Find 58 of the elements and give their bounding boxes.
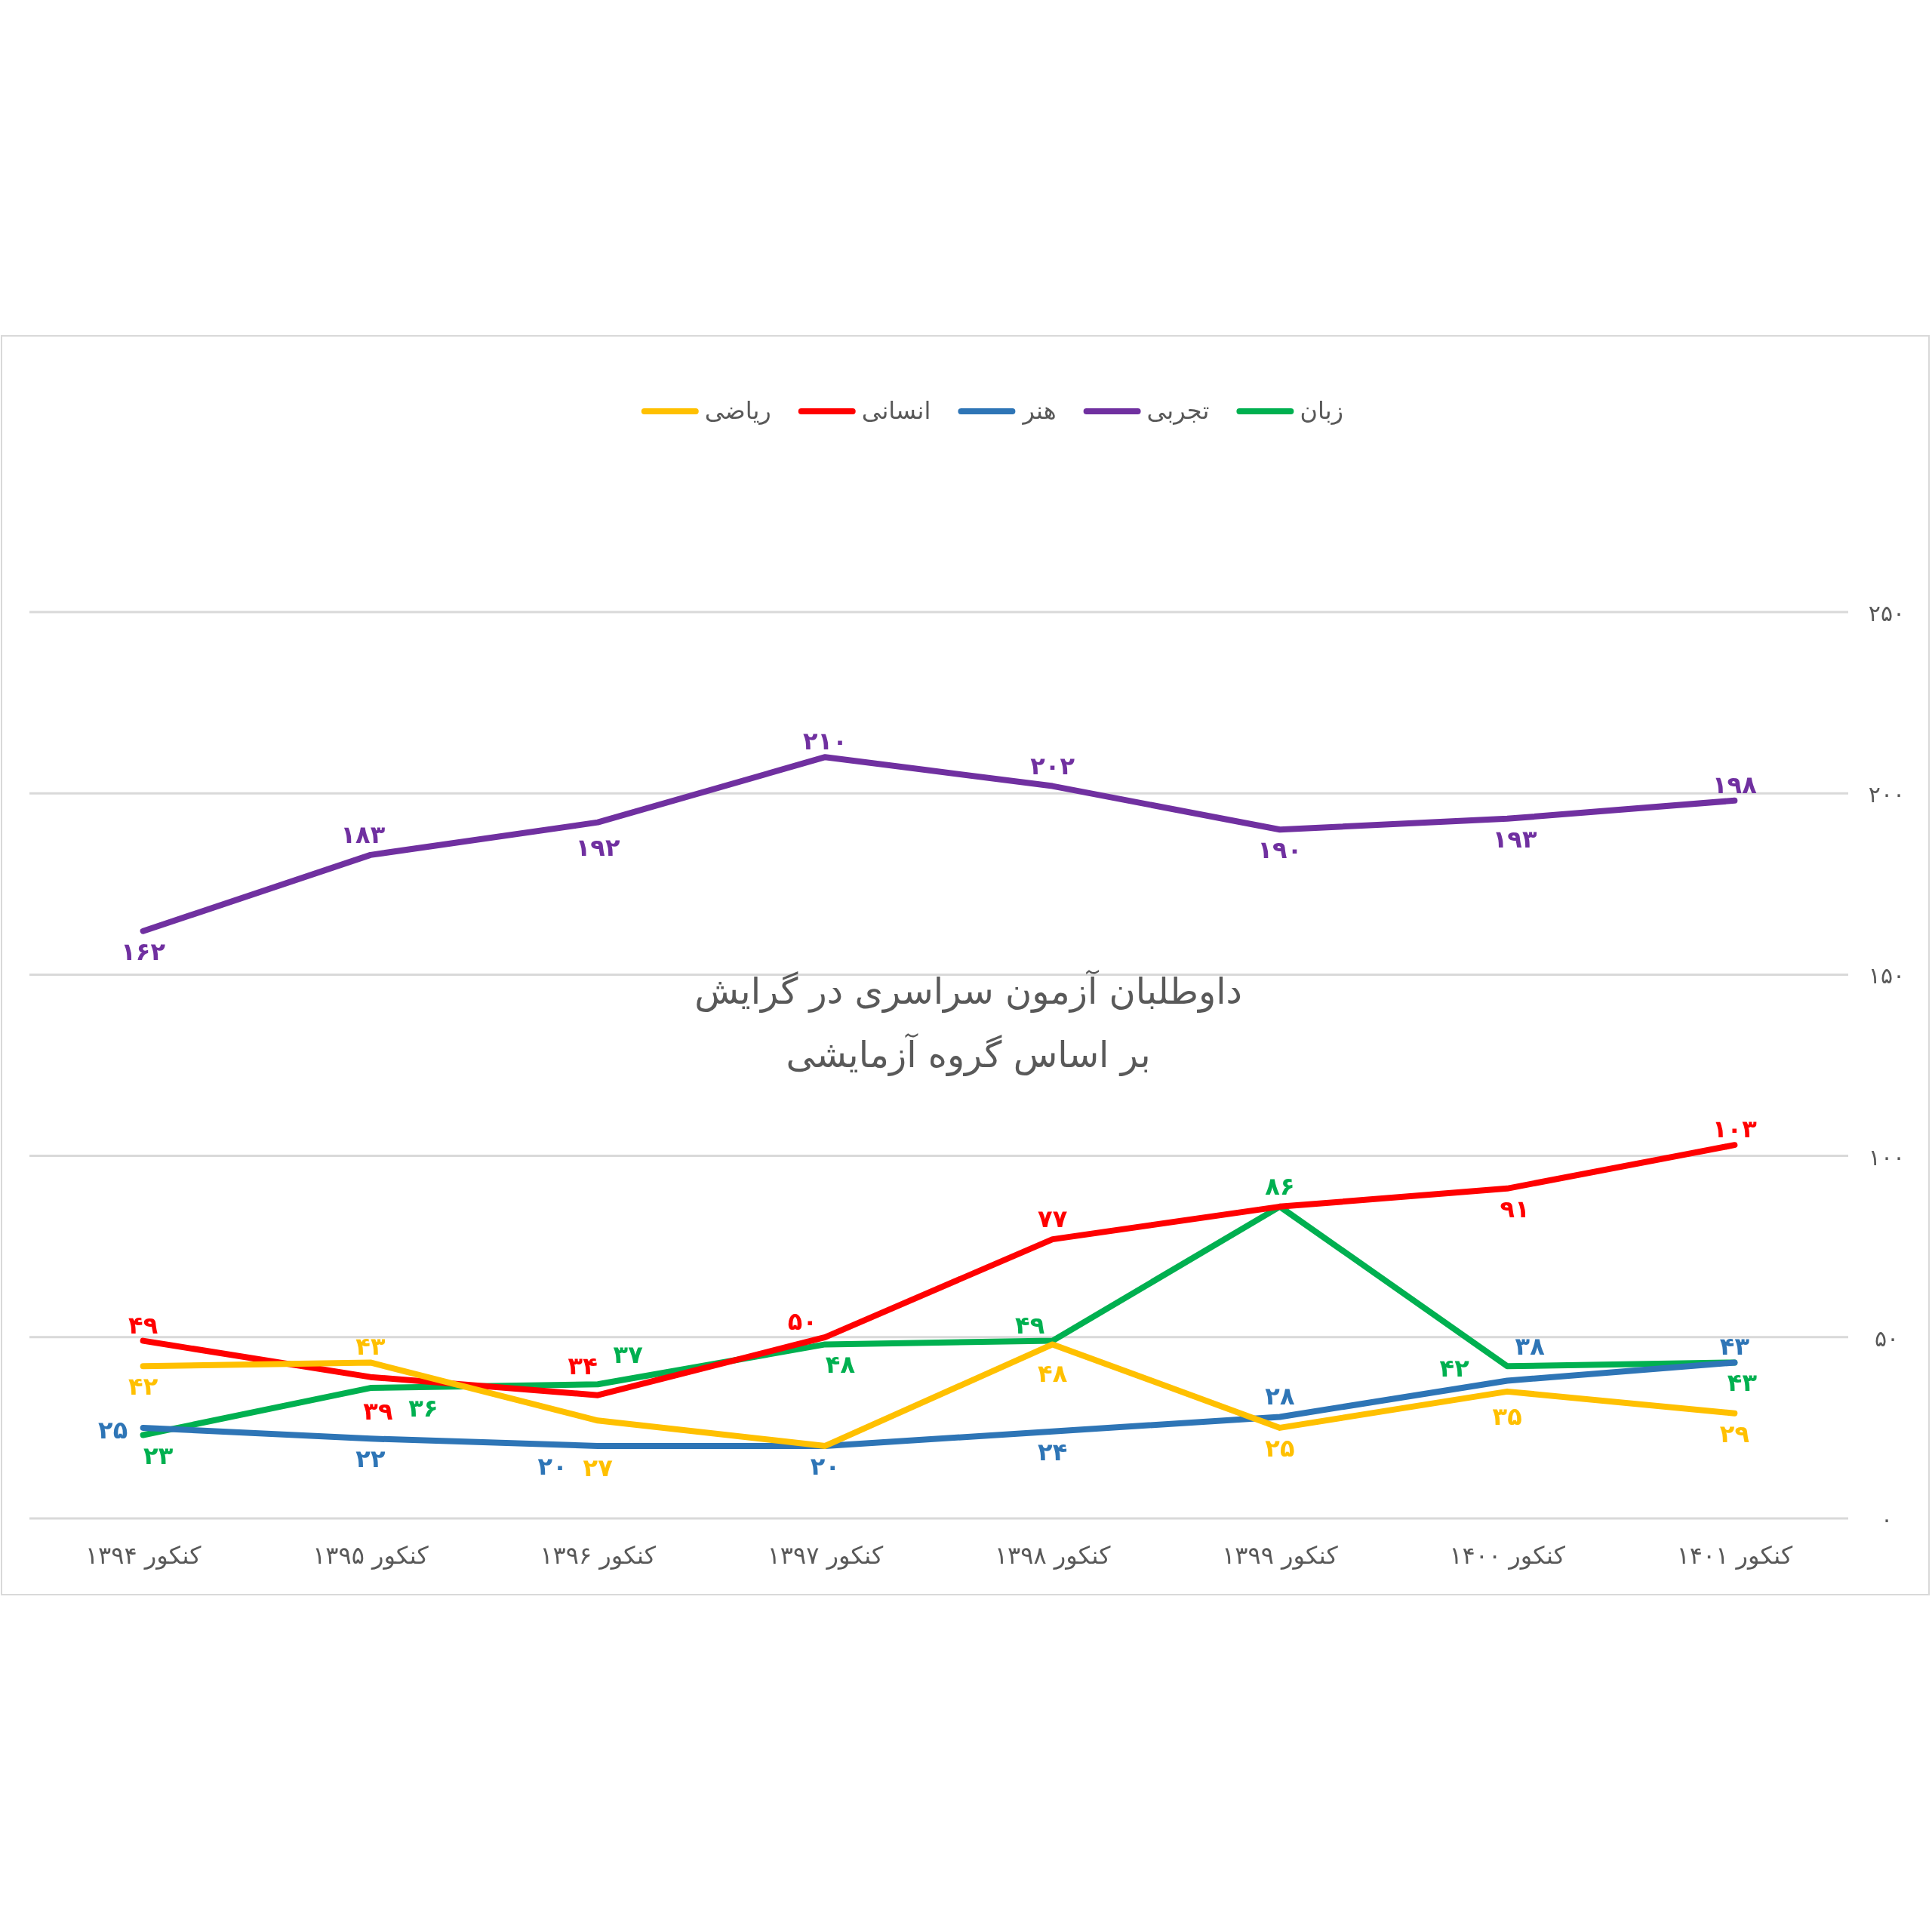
data-label: ۴۲ <box>1439 1354 1470 1383</box>
x-tick-label: کنکور ۱۴۰۰ <box>1449 1541 1566 1570</box>
data-label: ۴۹ <box>128 1310 158 1340</box>
x-tick-label: کنکور ۱۳۹۵ <box>312 1541 429 1570</box>
y-tick-label: ۲۰۰ <box>1868 781 1906 808</box>
data-label: ۸۶ <box>1265 1171 1295 1201</box>
data-label: ۱۸۳ <box>340 820 386 849</box>
data-label: ۴۸ <box>825 1350 856 1380</box>
data-label: ۱۶۲ <box>121 937 166 966</box>
data-label: ۴۲ <box>128 1372 158 1401</box>
data-label: ۲۲ <box>355 1444 386 1474</box>
data-label: ۳۸ <box>1515 1332 1546 1361</box>
data-label: ۵۰ <box>787 1306 817 1336</box>
x-tick-label: کنکور ۱۳۹۴ <box>85 1541 202 1570</box>
data-label: ۳۶ <box>408 1394 438 1423</box>
data-label: ۴۹ <box>1015 1310 1045 1340</box>
data-label: ۳۴ <box>568 1351 598 1380</box>
data-label: ۲۰۲ <box>1030 751 1075 780</box>
y-tick-label: ۵۰ <box>1874 1324 1900 1352</box>
y-tick-label: ۲۵۰ <box>1868 600 1906 626</box>
data-label: ۲۸ <box>1265 1382 1295 1411</box>
data-label: ۷۷ <box>1038 1204 1068 1234</box>
x-tick-label: کنکور ۱۴۰۱ <box>1676 1541 1793 1570</box>
x-tick-label: کنکور ۱۳۹۷ <box>767 1541 884 1570</box>
legend-label: انسانی <box>861 396 931 425</box>
data-label: ۲۰ <box>537 1451 568 1481</box>
legend-label: هنر <box>1021 396 1057 425</box>
data-label: ۳۷ <box>613 1340 644 1370</box>
text: داوطلبان آزمون سراسری در گرایش بر اساس گروه آزمایشی <box>694 969 1242 1076</box>
x-tick-label: کنکور ۱۳۹۹ <box>1222 1541 1339 1570</box>
data-label: ۹۱ <box>1500 1194 1530 1223</box>
legend-label: تجربی <box>1146 396 1210 425</box>
data-label: ۲۹ <box>1719 1419 1749 1448</box>
data-label: ۲۳ <box>143 1441 174 1470</box>
data-label: ۱۹۳ <box>1492 824 1537 854</box>
legend-label: ریاضی <box>704 396 771 425</box>
data-label: ۲۷ <box>583 1454 614 1483</box>
y-tick-label: ۱۵۰ <box>1868 962 1906 989</box>
data-label: ۲۱۰ <box>803 727 848 756</box>
data-label: ۲۵ <box>1265 1433 1295 1463</box>
x-tick-label: کنکور ۱۳۹۶ <box>540 1541 657 1570</box>
y-tick-label: ۱۰۰ <box>1868 1143 1906 1171</box>
y-tick-label: ۰ <box>1880 1506 1894 1533</box>
data-label: ۴۳ <box>355 1332 386 1361</box>
data-label: ۴۳ <box>1727 1368 1758 1398</box>
data-label: ۱۰۳ <box>1712 1115 1758 1144</box>
data-label: ۲۴ <box>1038 1437 1068 1466</box>
legend-label: زبان <box>1300 396 1343 425</box>
data-label: ۲۰ <box>810 1451 840 1481</box>
data-label: ۳۹ <box>363 1396 393 1426</box>
data-label: ۲۵ <box>98 1415 128 1444</box>
data-label: ۴۸ <box>1038 1359 1068 1389</box>
data-label: ۱۹۸ <box>1712 770 1758 799</box>
x-tick-label: کنکور ۱۳۹۸ <box>994 1541 1112 1570</box>
data-label: ۱۹۲ <box>575 832 620 862</box>
data-label: ۳۵ <box>1492 1401 1522 1431</box>
data-label: ۴۳ <box>1719 1332 1750 1361</box>
data-label: ۱۹۰ <box>1257 835 1303 865</box>
